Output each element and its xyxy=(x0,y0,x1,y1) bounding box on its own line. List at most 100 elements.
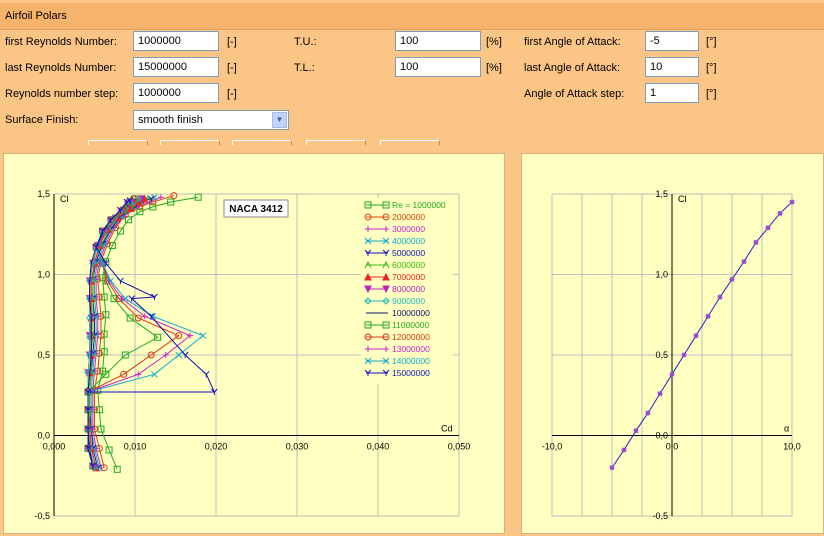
data-point xyxy=(89,259,97,267)
reynolds-step-unit: [-] xyxy=(227,88,237,100)
x-axis-label: Cd xyxy=(441,424,453,434)
x-tick-label: 0,020 xyxy=(205,442,228,452)
data-point xyxy=(705,313,711,319)
tl-input[interactable]: 100 xyxy=(395,57,481,77)
x-tick-label: 0,050 xyxy=(448,442,471,452)
data-point xyxy=(753,239,759,245)
data-point xyxy=(181,351,189,358)
legend-label: 2000000 xyxy=(392,212,425,222)
x-tick-label: 0,030 xyxy=(286,442,309,452)
data-point xyxy=(84,425,92,433)
legend-marker xyxy=(365,346,371,352)
x-tick-label: -10,0 xyxy=(542,442,563,452)
series-line xyxy=(92,196,162,468)
first-aoa-input[interactable]: -5 xyxy=(645,31,699,51)
tab-strip-segment xyxy=(160,140,220,145)
data-point xyxy=(777,210,783,216)
data-point xyxy=(95,406,103,414)
last-reynolds-label: last Reynolds Number: xyxy=(5,62,117,74)
data-point xyxy=(134,314,142,322)
first-aoa-unit: [°] xyxy=(706,36,717,48)
aoa-step-unit: [°] xyxy=(706,88,717,100)
x-tick-label: 0,040 xyxy=(367,442,390,452)
tab-strip-segment xyxy=(380,140,440,145)
y-axis-label: Cl xyxy=(60,194,69,204)
data-point xyxy=(121,351,129,359)
data-point xyxy=(102,311,110,319)
data-point xyxy=(175,351,183,359)
legend: Re = 1000000 2000000 3000000 4000000 5000000… xyxy=(361,198,453,384)
series-4 xyxy=(87,193,158,472)
reynolds-step-input[interactable]: 1000000 xyxy=(133,83,219,103)
data-point xyxy=(657,391,663,397)
legend-label: 7000000 xyxy=(392,272,425,282)
data-point xyxy=(693,333,699,339)
data-point xyxy=(170,192,178,200)
legend-marker xyxy=(382,357,390,365)
first-reynolds-unit: [-] xyxy=(227,36,237,48)
tu-input[interactable]: 100 xyxy=(395,31,481,51)
legend-marker xyxy=(364,201,372,209)
data-point xyxy=(119,295,126,302)
legend-marker xyxy=(364,369,372,376)
data-point xyxy=(128,295,136,302)
data-point xyxy=(99,227,106,235)
last-aoa-input[interactable]: 10 xyxy=(645,57,699,77)
chevron-down-icon[interactable]: ▼ xyxy=(272,112,287,128)
reynolds-step-label: Reynolds number step: xyxy=(5,88,119,100)
last-reynolds-input[interactable]: 15000000 xyxy=(133,57,219,77)
data-point xyxy=(681,352,687,358)
data-point xyxy=(100,348,108,356)
legend-marker xyxy=(364,272,372,281)
data-point xyxy=(645,410,651,416)
data-point xyxy=(126,314,134,322)
aoa-step-input[interactable]: 1 xyxy=(645,83,699,103)
legend-marker xyxy=(383,346,389,352)
surface-finish-select[interactable]: smooth finish ▼ xyxy=(133,110,289,130)
legend-marker xyxy=(382,260,390,269)
data-point xyxy=(126,197,134,204)
legend-label: 8000000 xyxy=(392,284,425,294)
legend-label: 3000000 xyxy=(392,224,425,234)
first-reynolds-input[interactable]: 1000000 xyxy=(133,31,219,51)
first-aoa-label: first Angle of Attack: xyxy=(524,36,621,48)
cl-alpha-chart-panel: -10,0 0,0 10,0 -0,5 0,0 0,5 1,0 1,5 Cl α xyxy=(521,153,824,534)
last-reynolds-unit: [-] xyxy=(227,62,237,74)
data-point xyxy=(121,295,129,303)
series-line xyxy=(87,199,205,467)
legend-marker xyxy=(382,297,390,305)
data-point xyxy=(100,293,108,301)
legend-label: 9000000 xyxy=(392,296,425,306)
data-point xyxy=(609,465,615,471)
legend-label: 4000000 xyxy=(392,236,425,246)
legend-marker xyxy=(364,260,372,269)
tl-unit: [%] xyxy=(486,62,502,74)
data-point xyxy=(123,198,131,206)
cl-cd-polar-chart: 0,000 0,010 0,020 0,030 0,040 0,050-0,50,00,5… xyxy=(34,189,471,521)
y-tick-label: -0,5 xyxy=(652,511,668,521)
data-point xyxy=(108,242,116,250)
y-tick-label: 0,0 xyxy=(37,431,50,441)
tab-strip-segment xyxy=(232,140,292,145)
data-point xyxy=(167,198,175,206)
data-point xyxy=(162,352,169,358)
tu-unit: [%] xyxy=(486,36,502,48)
data-point xyxy=(117,206,124,214)
series-5 xyxy=(86,195,155,471)
x-axis-label: α xyxy=(784,424,789,434)
legend-label: 11000000 xyxy=(392,320,429,330)
data-point xyxy=(729,276,735,282)
aoa-step-label: Angle of Attack step: xyxy=(524,88,625,100)
legend-marker xyxy=(364,249,372,256)
data-point xyxy=(89,462,97,470)
surface-finish-value: smooth finish xyxy=(138,114,203,126)
data-point xyxy=(175,332,183,340)
data-point xyxy=(117,277,124,284)
data-point xyxy=(765,225,771,231)
legend-marker xyxy=(364,285,372,294)
data-point xyxy=(102,370,110,378)
data-point xyxy=(202,370,210,378)
y-tick-label: 1,0 xyxy=(655,270,668,280)
data-point xyxy=(110,295,118,303)
legend-marker xyxy=(382,285,390,294)
